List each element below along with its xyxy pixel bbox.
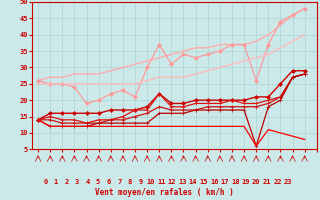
X-axis label: Vent moyen/en rafales ( km/h ): Vent moyen/en rafales ( km/h ) <box>95 188 233 197</box>
